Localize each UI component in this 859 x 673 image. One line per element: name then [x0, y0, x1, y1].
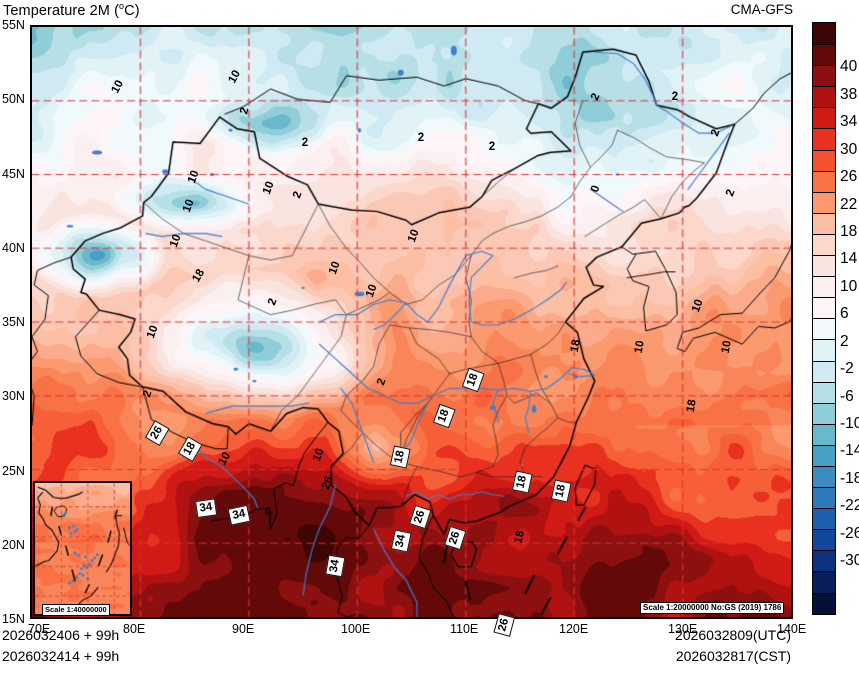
degree-symbol: o	[119, 1, 125, 11]
colorbar-segment	[813, 255, 835, 277]
map-panel[interactable]	[30, 25, 793, 619]
south-china-sea-inset-map[interactable]	[33, 481, 132, 616]
lon-tick-100E: 100E	[341, 622, 371, 636]
lat-tick-40N: 40N	[2, 240, 25, 255]
contour-label-10: 10	[632, 339, 647, 355]
colorbar-segment	[813, 360, 835, 382]
colorbar-tick--6: -6	[840, 387, 854, 405]
lat-tick-20N: 20N	[2, 537, 25, 552]
colorbar-segment	[813, 339, 835, 361]
colorbar-tick--14: -14	[840, 442, 859, 460]
colorbar-segment	[813, 487, 835, 509]
colorbar-tick-2: 2	[840, 332, 849, 350]
colorbar-segment	[813, 444, 835, 466]
colorbar-segment	[813, 233, 835, 256]
init-time-line-1: 2026032406 + 99h	[2, 627, 120, 643]
colorbar-tick-38: 38	[840, 85, 858, 103]
colorbar-segment	[813, 381, 835, 403]
lon-tick-130E: 130E	[668, 622, 698, 636]
colorbar-tick-40: 40	[840, 58, 858, 76]
colorbar-segment	[813, 592, 835, 614]
map-scale-tag: Scale 1:20000000 No:GS (2019) 1786	[640, 602, 785, 614]
lon-tick-80E: 80E	[123, 622, 146, 636]
colorbar-segment	[813, 423, 835, 445]
lat-tick-25N: 25N	[2, 463, 25, 478]
colorbar-segment	[813, 212, 835, 234]
contour-label-34: 34	[195, 498, 217, 518]
colorbar-tick--2: -2	[840, 360, 854, 378]
model-label: CMA-GFS	[730, 2, 793, 17]
colorbar-segment	[813, 44, 835, 66]
colorbar-segment	[813, 86, 835, 108]
colorbar-segment	[813, 318, 835, 340]
colorbar-segment	[813, 297, 835, 319]
lat-tick-30N: 30N	[2, 389, 25, 404]
contour-label-2: 2	[671, 90, 679, 103]
colorbar-segment	[813, 128, 835, 150]
colorbar-tick-14: 14	[840, 250, 858, 268]
colorbar-tick-18: 18	[840, 222, 858, 240]
colorbar-tick--26: -26	[840, 524, 859, 542]
colorbar-segment	[813, 465, 835, 488]
lat-tick-15N: 15N	[2, 612, 25, 626]
colorbar-segment	[813, 65, 835, 87]
lat-tick-50N: 50N	[2, 92, 25, 107]
colorbar-tick--18: -18	[840, 469, 859, 487]
lon-tick-120E: 120E	[559, 622, 589, 636]
valid-time-cst: 2026032817(CST)	[675, 648, 791, 664]
colorbar-tick-10: 10	[840, 277, 858, 295]
contour-label-18: 18	[568, 338, 583, 354]
lon-tick-70E: 70E	[28, 622, 51, 636]
contour-label-2: 2	[301, 136, 309, 149]
lon-tick-140E: 140E	[777, 622, 807, 636]
colorbar-tick-22: 22	[840, 195, 858, 213]
contour-label-34: 34	[325, 554, 345, 578]
contour-label-10: 10	[719, 339, 734, 355]
colorbar-tick-30: 30	[840, 140, 858, 158]
colorbar-tick-6: 6	[840, 305, 849, 323]
lat-tick-45N: 45N	[2, 166, 25, 181]
contour-label-18: 18	[684, 398, 699, 414]
page-title-text: Temperature 2M (	[3, 2, 120, 19]
colorbar-segment	[813, 107, 835, 129]
colorbar-segment	[813, 149, 835, 171]
contour-label-2: 2	[488, 140, 496, 153]
colorbar-segment	[813, 550, 835, 572]
colorbar-segment	[813, 191, 835, 213]
lon-tick-110E: 110E	[450, 622, 479, 636]
lat-tick-35N: 35N	[2, 315, 25, 329]
colorbar-tick--10: -10	[840, 414, 859, 432]
valid-time-utc: 2026032809(UTC)	[675, 627, 791, 643]
colorbar-segment	[813, 170, 835, 192]
lat-tick-55N: 55N	[2, 18, 25, 32]
page-title-unit: C)	[124, 2, 140, 19]
contour-label-2: 2	[417, 131, 425, 144]
colorbar-segment	[813, 402, 835, 424]
colorbar-segment	[813, 529, 835, 551]
colorbar-tick--30: -30	[840, 552, 859, 570]
inset-scale-tag: Scale 1:40000000	[42, 604, 110, 616]
temperature-field-canvas	[32, 27, 791, 617]
colorbar-segment	[813, 23, 835, 45]
page-title: Temperature 2M (oC)	[3, 1, 140, 19]
inset-field-canvas	[35, 483, 130, 614]
lon-tick-90E: 90E	[232, 622, 255, 636]
colorbar[interactable]	[812, 22, 836, 615]
colorbar-tick--22: -22	[840, 497, 859, 515]
contour-label-26: 26	[493, 613, 515, 637]
colorbar-segment	[813, 571, 835, 593]
init-time-line-2: 2026032414 + 99h	[2, 648, 120, 664]
colorbar-tick-34: 34	[840, 113, 858, 131]
colorbar-tick-26: 26	[840, 168, 858, 186]
colorbar-segment	[813, 508, 835, 530]
colorbar-segment	[813, 276, 835, 298]
